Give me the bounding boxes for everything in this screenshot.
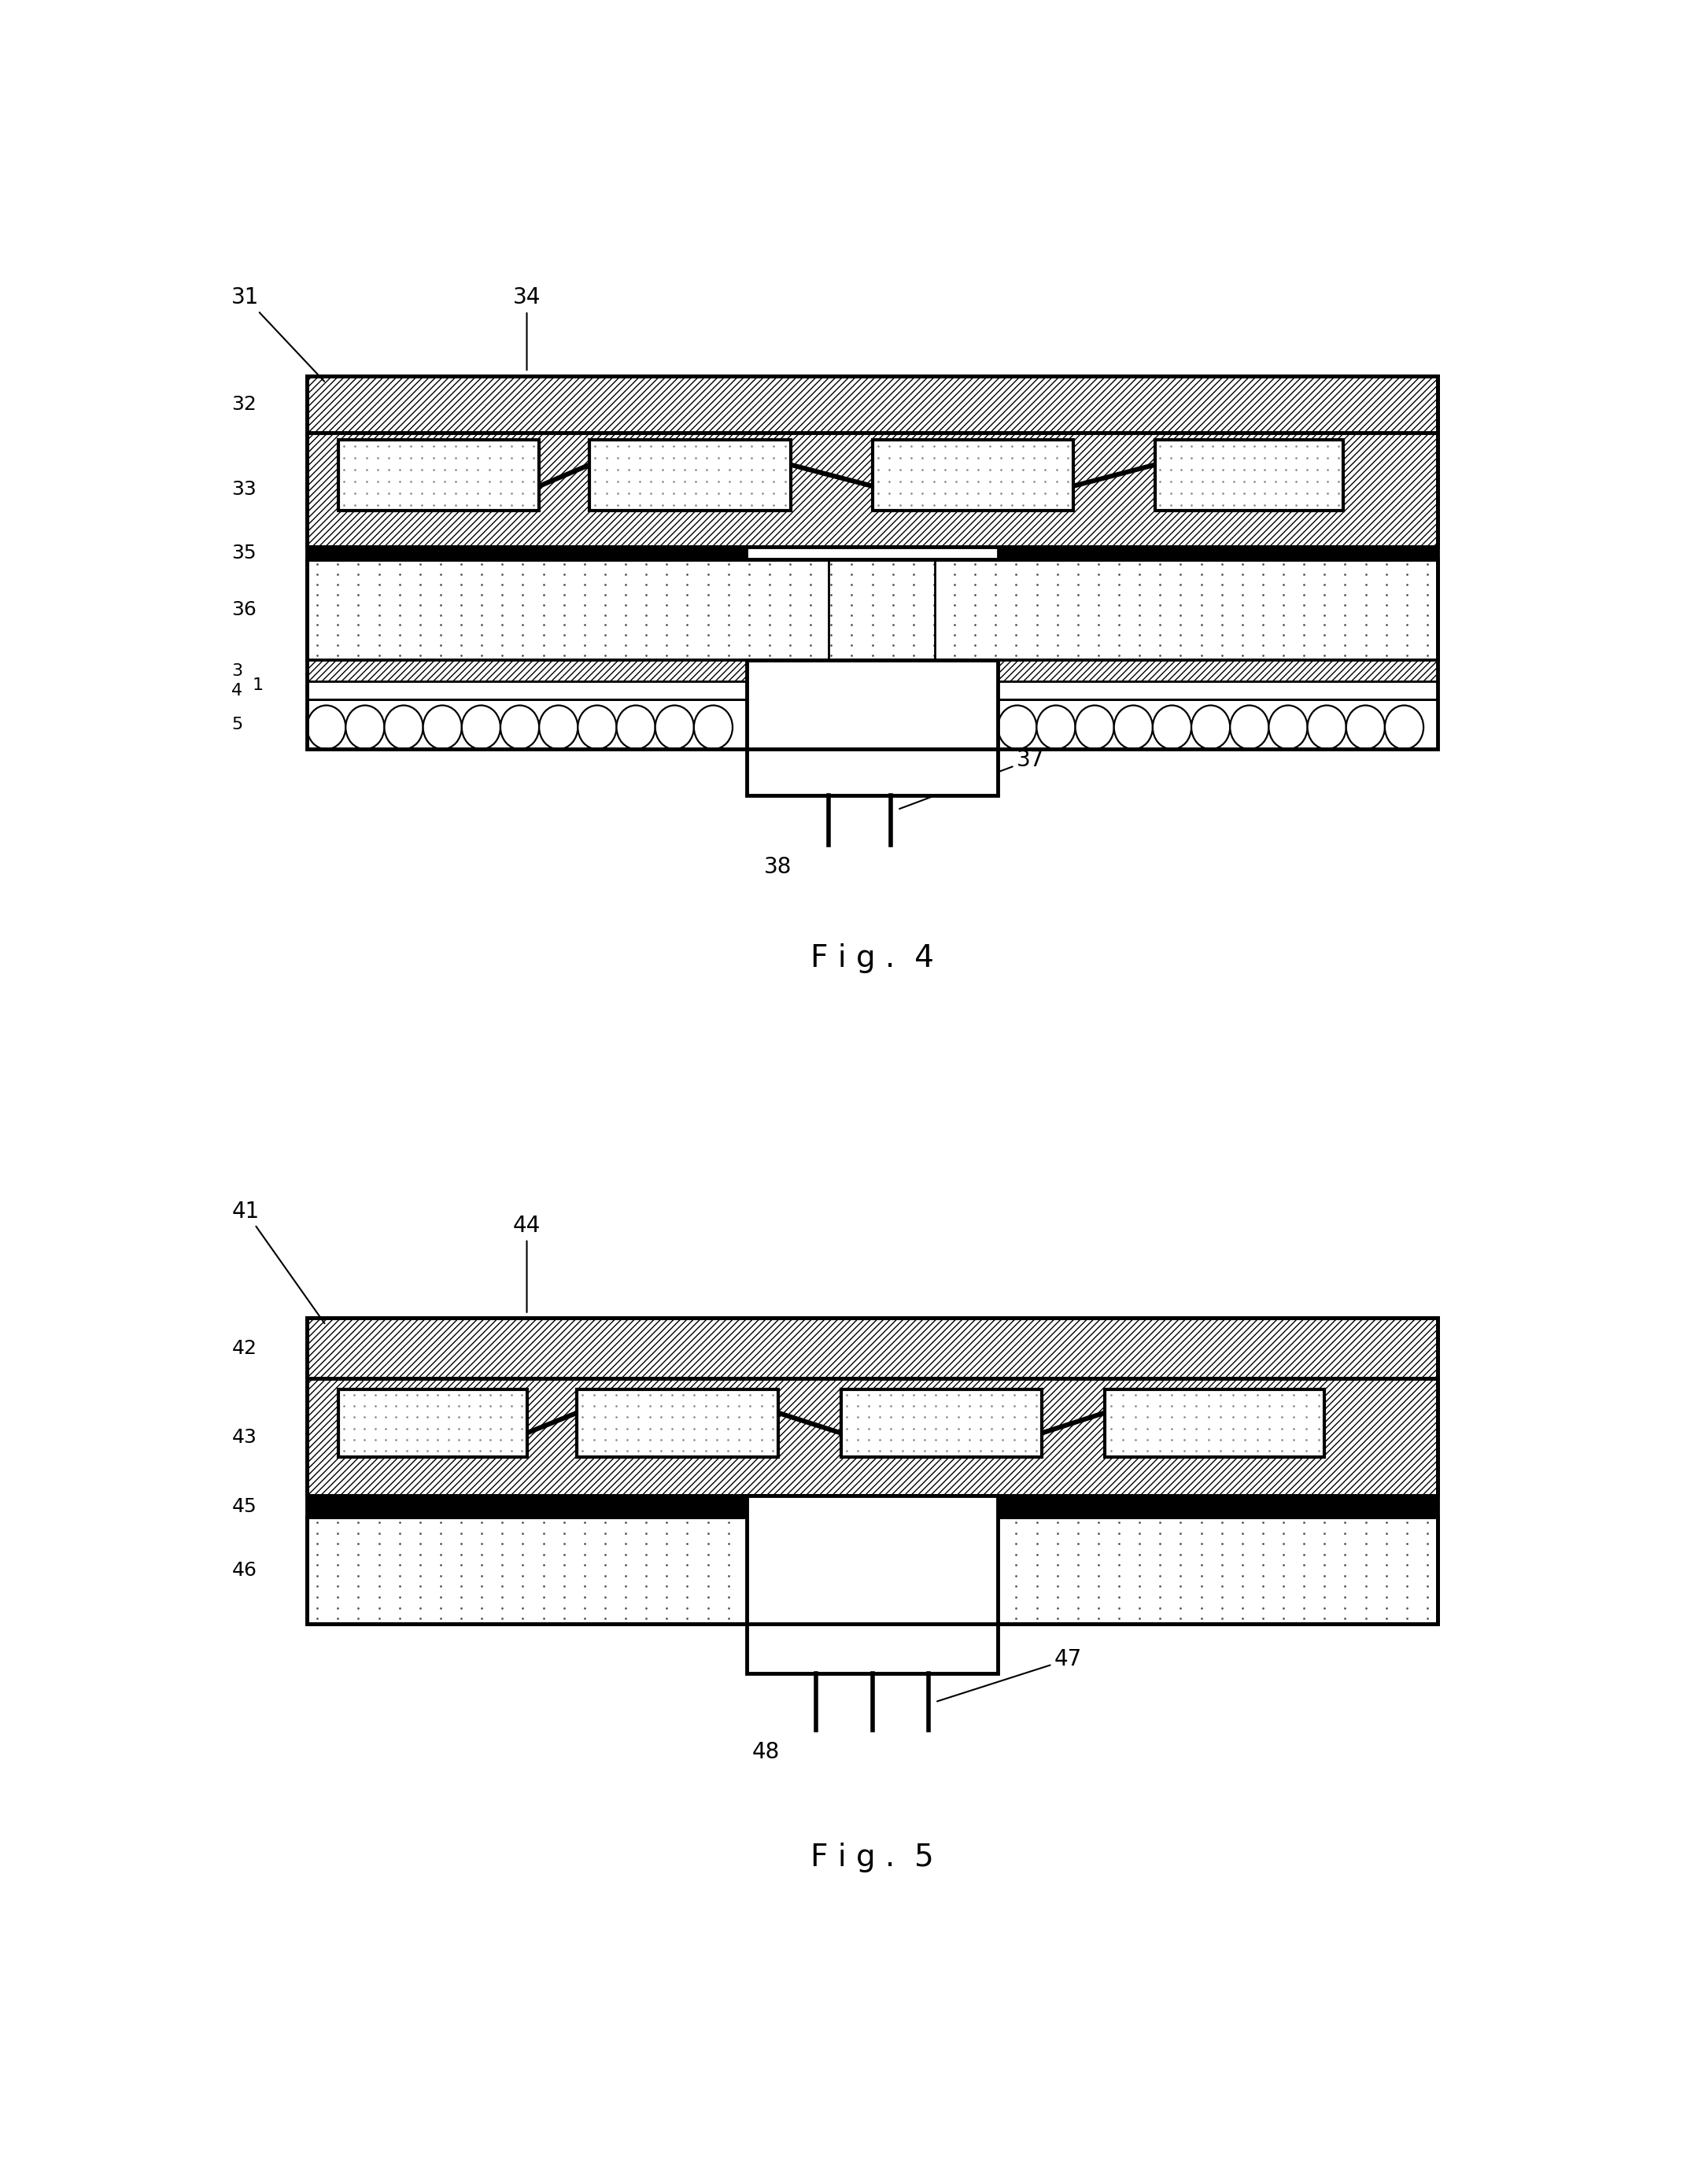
Text: 38: 38 bbox=[764, 856, 791, 878]
Bar bbox=[306, 1317, 1438, 1623]
Bar bbox=[997, 660, 1438, 681]
Text: 3: 3 bbox=[231, 664, 243, 679]
Circle shape bbox=[1346, 705, 1385, 749]
Text: 36: 36 bbox=[231, 601, 257, 620]
Text: F i g .  5: F i g . 5 bbox=[810, 1843, 934, 1872]
Bar bbox=[306, 376, 1438, 432]
Bar bbox=[306, 1496, 747, 1518]
Text: 1: 1 bbox=[252, 677, 264, 692]
Circle shape bbox=[540, 705, 577, 749]
Text: 41: 41 bbox=[231, 1201, 325, 1324]
Circle shape bbox=[1385, 705, 1423, 749]
Text: 42: 42 bbox=[231, 1339, 257, 1358]
Circle shape bbox=[1115, 705, 1152, 749]
Circle shape bbox=[1307, 705, 1346, 749]
Circle shape bbox=[1268, 705, 1307, 749]
Text: 37: 37 bbox=[899, 749, 1045, 808]
Text: 48: 48 bbox=[752, 1741, 780, 1762]
Circle shape bbox=[655, 705, 694, 749]
Circle shape bbox=[1191, 705, 1231, 749]
Bar bbox=[841, 1389, 1042, 1457]
Text: 35: 35 bbox=[231, 544, 257, 561]
Circle shape bbox=[346, 705, 385, 749]
Text: 31: 31 bbox=[231, 286, 325, 382]
Text: 44: 44 bbox=[512, 1214, 541, 1313]
Bar bbox=[997, 681, 1438, 699]
Text: 46: 46 bbox=[231, 1562, 257, 1579]
Text: 32: 32 bbox=[231, 395, 257, 413]
Text: 43: 43 bbox=[231, 1428, 257, 1446]
Circle shape bbox=[1037, 705, 1076, 749]
Text: 45: 45 bbox=[231, 1496, 257, 1516]
Bar bbox=[306, 432, 1438, 546]
Circle shape bbox=[616, 705, 655, 749]
Circle shape bbox=[385, 705, 424, 749]
Text: 4: 4 bbox=[231, 684, 243, 699]
Text: 47: 47 bbox=[938, 1649, 1082, 1701]
Bar bbox=[997, 1496, 1438, 1518]
Circle shape bbox=[577, 705, 616, 749]
Bar bbox=[1105, 1389, 1324, 1457]
Bar bbox=[997, 546, 1438, 559]
Bar bbox=[577, 1389, 778, 1457]
Text: 33: 33 bbox=[231, 480, 257, 500]
Bar bbox=[306, 1496, 1438, 1518]
Text: 34: 34 bbox=[512, 286, 541, 369]
Bar bbox=[306, 376, 1438, 749]
Text: 5: 5 bbox=[231, 716, 243, 732]
Circle shape bbox=[1076, 705, 1115, 749]
Bar bbox=[747, 660, 997, 795]
Bar bbox=[306, 1378, 1438, 1496]
Bar bbox=[306, 660, 747, 681]
Bar bbox=[306, 559, 1438, 660]
Bar bbox=[306, 1518, 1438, 1623]
Circle shape bbox=[1152, 705, 1191, 749]
Bar bbox=[871, 439, 1074, 511]
Circle shape bbox=[997, 705, 1037, 749]
Circle shape bbox=[1231, 705, 1268, 749]
Circle shape bbox=[461, 705, 500, 749]
Bar bbox=[306, 1317, 1438, 1378]
Circle shape bbox=[500, 705, 540, 749]
Bar bbox=[747, 1496, 997, 1673]
Bar bbox=[339, 439, 540, 511]
Bar bbox=[306, 546, 1438, 559]
Bar bbox=[589, 439, 791, 511]
Bar bbox=[306, 681, 747, 699]
Circle shape bbox=[694, 705, 732, 749]
Bar bbox=[1156, 439, 1343, 511]
Circle shape bbox=[306, 705, 346, 749]
Bar bbox=[306, 546, 747, 559]
Circle shape bbox=[424, 705, 461, 749]
Text: F i g .  4: F i g . 4 bbox=[810, 943, 934, 974]
Bar bbox=[339, 1389, 528, 1457]
